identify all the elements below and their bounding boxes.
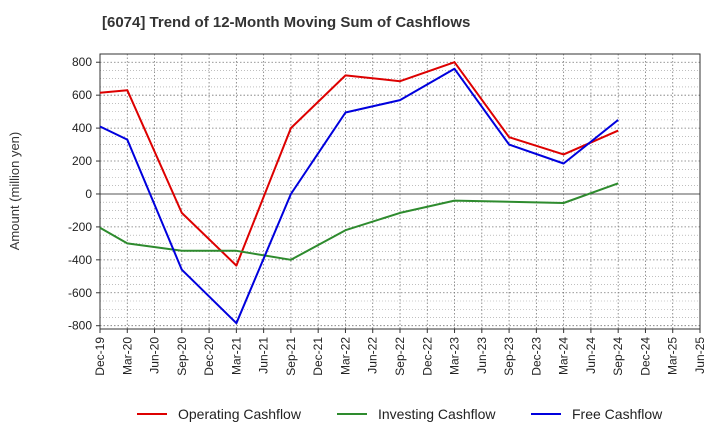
x-tick-label: Mar-20 — [120, 337, 134, 375]
x-tick-label: Jun-23 — [475, 337, 489, 374]
x-tick-label: Jun-24 — [584, 337, 598, 374]
y-tick-label: 800 — [72, 55, 92, 69]
x-tick-label: Mar-23 — [448, 337, 462, 375]
y-tick-labels: 800 600 400 200 0 -200 -400 -600 -800 — [68, 55, 92, 332]
legend-label: Free Cashflow — [572, 406, 663, 422]
x-tick-label: Sep-24 — [611, 337, 625, 376]
x-tick-label: Dec-23 — [529, 337, 543, 376]
series-line-operating-cashflow — [99, 61, 619, 267]
x-tick-label: Sep-20 — [175, 337, 189, 376]
series-line-free-cashflow — [99, 67, 619, 325]
y-tick-label: -400 — [68, 253, 92, 267]
x-tick-label: Dec-24 — [638, 337, 652, 376]
x-tick-label: Jun-21 — [257, 337, 271, 374]
legend: Operating Cashflow Investing Cashflow Free… — [137, 406, 663, 422]
y-axis-label: Amount (million yen) — [7, 132, 22, 251]
y-tick-label: -800 — [68, 319, 92, 333]
grid-lines — [100, 53, 700, 329]
x-tick-label: Mar-21 — [229, 337, 243, 375]
x-tick-label: Dec-20 — [202, 337, 216, 376]
x-tick-label: Sep-23 — [502, 337, 516, 376]
x-tick-label: Jun-22 — [366, 337, 380, 374]
x-tick-label: Dec-22 — [420, 337, 434, 376]
y-tick-label: -600 — [68, 286, 92, 300]
x-tick-label: Mar-24 — [557, 337, 571, 375]
y-tick-label: 200 — [72, 154, 92, 168]
x-tick-label: Dec-19 — [93, 337, 107, 376]
y-tick-label: 0 — [85, 187, 92, 201]
x-tick-label: Mar-22 — [338, 337, 352, 375]
x-tick-labels: Dec-19 Mar-20 Jun-20 Sep-20 Dec-20 Mar-21 Jun-… — [93, 337, 707, 376]
x-tick-label: Sep-22 — [393, 337, 407, 376]
series-lines — [99, 61, 619, 325]
y-tick-label: 400 — [72, 121, 92, 135]
axes — [96, 53, 701, 333]
y-tick-label: -200 — [68, 220, 92, 234]
x-tick-label: Jun-25 — [693, 337, 707, 374]
chart-title: [6074] Trend of 12-Month Moving Sum of C… — [102, 14, 471, 31]
x-tick-label: Dec-21 — [311, 337, 325, 376]
legend-label: Investing Cashflow — [378, 406, 496, 422]
legend-label: Operating Cashflow — [178, 406, 302, 422]
x-tick-label: Sep-21 — [284, 337, 298, 376]
y-tick-label: 600 — [72, 88, 92, 102]
x-tick-label: Mar-25 — [666, 337, 680, 375]
series-line-investing-cashflow — [99, 182, 619, 261]
x-tick-label: Jun-20 — [148, 337, 162, 374]
